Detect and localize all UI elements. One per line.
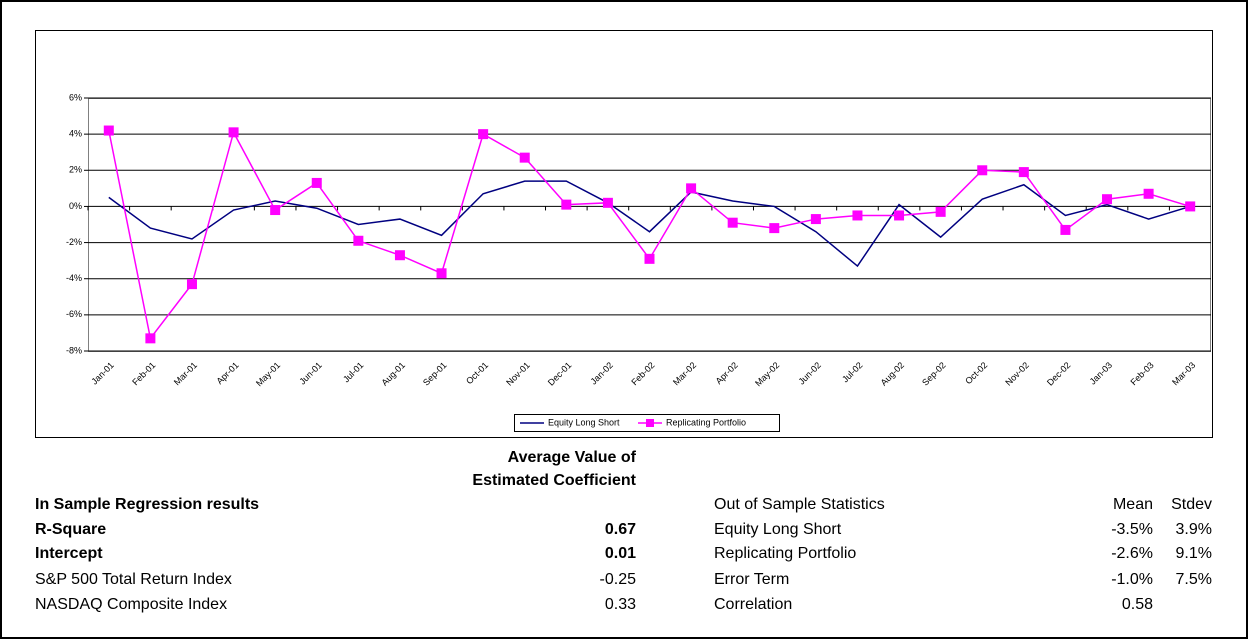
plot-area xyxy=(88,98,1211,352)
y-tick-label: 2% xyxy=(69,165,82,175)
point-marker xyxy=(769,223,780,234)
row-label: Intercept xyxy=(35,545,103,562)
point-marker xyxy=(1018,167,1029,178)
point-marker xyxy=(1102,194,1113,205)
row-label: Correlation xyxy=(714,596,792,613)
row-value: -3.5% xyxy=(1111,521,1153,538)
legend-label: Replicating Portfolio xyxy=(666,417,746,427)
table-title: Out of Sample Statistics xyxy=(714,496,885,513)
point-marker xyxy=(561,199,572,210)
y-tick-label: -4% xyxy=(66,273,82,283)
y-tick-label: 6% xyxy=(69,92,82,102)
point-marker xyxy=(852,210,863,221)
point-marker xyxy=(186,279,197,290)
point-marker xyxy=(394,250,405,261)
row-label: Error Term xyxy=(714,571,789,588)
row-value: 0.33 xyxy=(605,596,636,613)
legend-marker xyxy=(646,419,654,427)
column-header: Stdev xyxy=(1171,496,1212,513)
row-label: NASDAQ Composite Index xyxy=(35,596,227,613)
point-marker xyxy=(270,205,281,216)
legend-label: Equity Long Short xyxy=(548,417,620,427)
row-value: -2.6% xyxy=(1111,545,1153,562)
row-label: S&P 500 Total Return Index xyxy=(35,571,232,588)
point-marker xyxy=(727,217,738,228)
row-value: -0.25 xyxy=(600,571,637,588)
column-header: Mean xyxy=(1113,496,1153,513)
column-header: Average Value of xyxy=(508,449,637,466)
row-label: R-Square xyxy=(35,521,106,538)
row-value: -1.0% xyxy=(1111,571,1153,588)
point-marker xyxy=(977,165,988,176)
y-tick-label: -2% xyxy=(66,237,82,247)
point-marker xyxy=(353,235,364,246)
point-marker xyxy=(894,210,905,221)
point-marker xyxy=(478,129,489,140)
row-label: Equity Long Short xyxy=(714,521,842,538)
y-tick-label: 0% xyxy=(69,201,82,211)
y-tick-label: -6% xyxy=(66,309,82,319)
row-label: Replicating Portfolio xyxy=(714,545,856,562)
row-value: 0.58 xyxy=(1122,596,1153,613)
point-marker xyxy=(311,177,322,188)
point-marker xyxy=(519,152,530,163)
point-marker xyxy=(1185,201,1196,212)
point-marker xyxy=(436,268,447,279)
y-tick-label: 4% xyxy=(69,129,82,139)
row-value: 0.01 xyxy=(605,545,636,562)
table-title: In Sample Regression results xyxy=(35,496,259,513)
point-marker xyxy=(1143,188,1154,199)
point-marker xyxy=(810,214,821,225)
series-line xyxy=(108,180,1191,268)
point-marker xyxy=(644,253,655,264)
row-value: 0.67 xyxy=(605,521,636,538)
column-header: Estimated Coefficient xyxy=(472,472,636,489)
point-marker xyxy=(103,125,114,136)
point-marker xyxy=(935,206,946,217)
point-marker xyxy=(228,127,239,138)
point-marker xyxy=(686,183,697,194)
row-value: 9.1% xyxy=(1176,545,1212,562)
point-marker xyxy=(602,197,613,208)
row-value: 3.9% xyxy=(1176,521,1212,538)
point-marker xyxy=(1060,224,1071,235)
row-value: 7.5% xyxy=(1176,571,1212,588)
y-tick-label: -8% xyxy=(66,345,82,355)
point-marker xyxy=(145,333,156,344)
